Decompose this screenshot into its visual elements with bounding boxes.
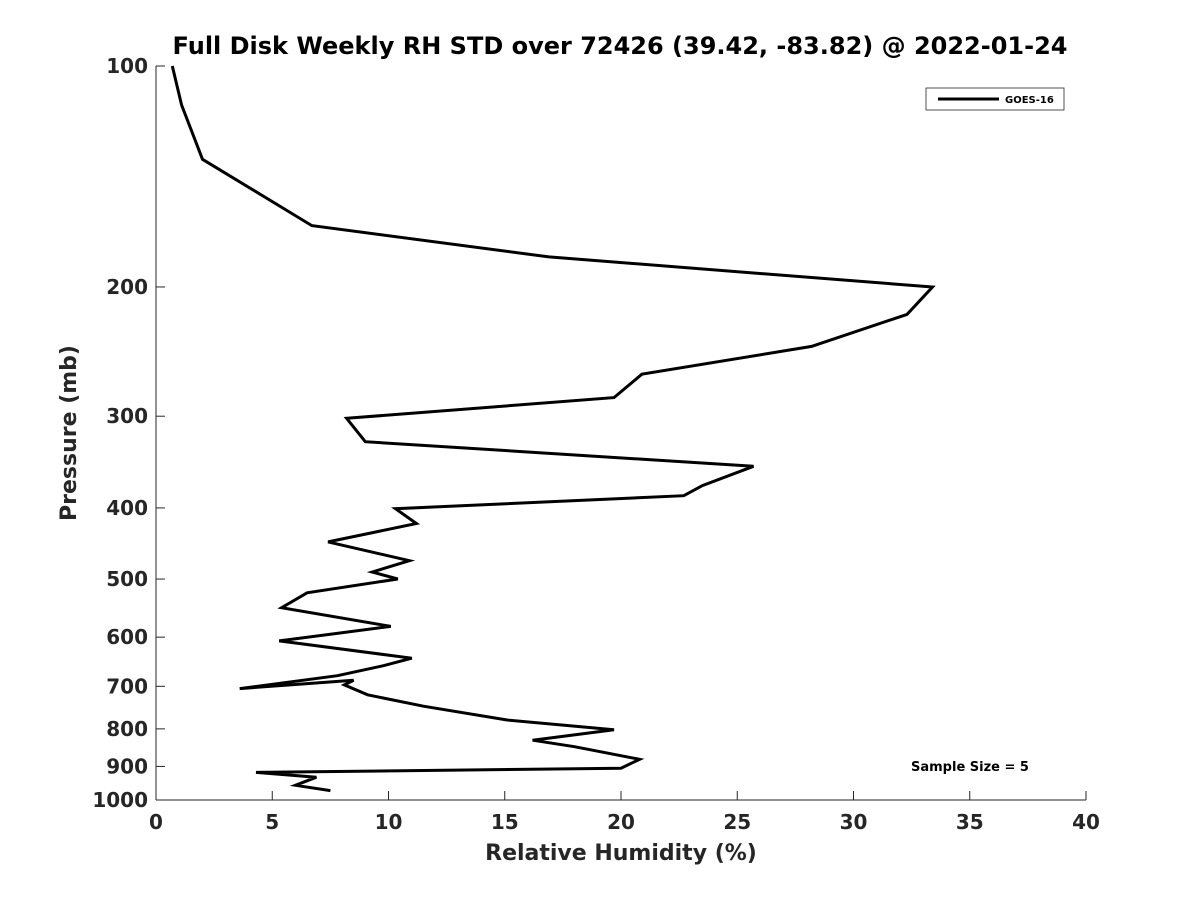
y-tick-label: 500 [106,567,148,591]
x-tick-label: 30 [840,810,868,834]
x-tick-label: 15 [491,810,519,834]
y-tick-label: 1000 [92,788,148,812]
x-ticks: 0 5 10 15 20 25 30 35 40 [149,791,1100,834]
y-tick-label: 200 [106,275,148,299]
series-lines [170,65,936,793]
sample-size-annotation: Sample Size = 5 [911,760,1029,775]
legend: GOES-16 [925,87,1065,111]
y-tick-label: 800 [106,717,148,741]
x-tick-label: 10 [375,810,403,834]
x-tick-label: 40 [1072,810,1100,834]
y-ticks: 100 200 300 400 500 600 700 800 900 1000 [92,54,165,812]
y-axis-label: Pressure (mb) [57,345,82,521]
x-tick-label: 0 [149,810,163,834]
y-tick-label: 100 [106,54,148,78]
y-tick-label: 700 [106,674,148,698]
y-tick-label: 400 [106,496,148,520]
y-tick-label: 900 [106,754,148,778]
legend-label-goes-16: GOES-16 [1005,95,1054,106]
x-tick-label: 25 [723,810,751,834]
chart-title: Full Disk Weekly RH STD over 72426 (39.4… [173,32,1068,60]
y-tick-label: 600 [106,625,148,649]
x-axis-label: Relative Humidity (%) [485,841,757,866]
x-tick-label: 5 [265,810,279,834]
series-line-goes-16 [170,65,936,793]
x-tick-label: 20 [607,810,635,834]
x-tick-label: 35 [956,810,984,834]
y-tick-label: 300 [106,404,148,428]
